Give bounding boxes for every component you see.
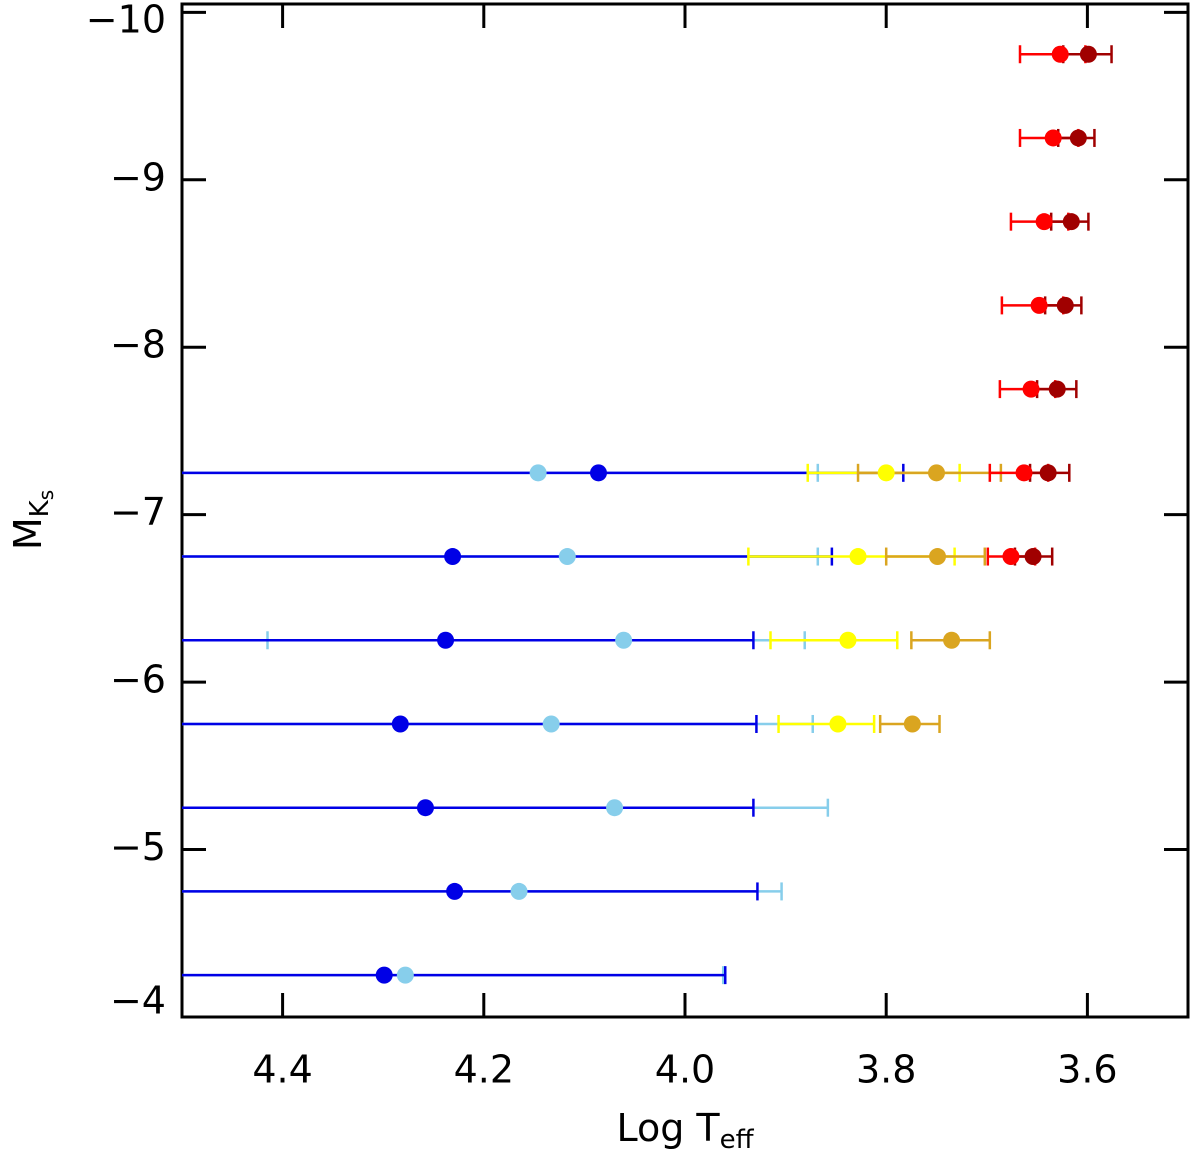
point	[615, 631, 633, 649]
x-tick-label: 4.2	[454, 1048, 514, 1092]
point	[1022, 380, 1040, 398]
point	[1039, 464, 1057, 482]
point	[558, 548, 576, 566]
y-tick-label: −7	[110, 490, 166, 534]
point	[416, 799, 434, 817]
y-tick-label: −10	[86, 0, 166, 42]
x-axis-title-main: Log T	[616, 1106, 720, 1150]
point	[391, 715, 409, 733]
x-tick-label: 4.4	[252, 1048, 312, 1092]
point	[1062, 213, 1080, 231]
point	[903, 715, 921, 733]
point	[446, 882, 464, 900]
point	[1024, 548, 1042, 566]
point	[1044, 129, 1062, 147]
point	[396, 966, 414, 984]
x-tick-label: 3.6	[1057, 1048, 1117, 1092]
x-tick-label: 3.8	[856, 1048, 916, 1092]
y-axis-title-sub: K	[25, 499, 55, 517]
point	[589, 464, 607, 482]
point	[928, 464, 945, 482]
point	[375, 966, 393, 984]
point	[839, 631, 857, 649]
plot-frame	[180, 2, 1190, 1019]
point	[849, 548, 867, 566]
y-tick-label: −5	[110, 825, 166, 869]
point	[510, 882, 528, 900]
y-axis-title-main: M	[6, 517, 50, 550]
y-axis-title: MKs	[6, 490, 58, 550]
point	[943, 631, 961, 649]
point	[1035, 213, 1053, 231]
point	[437, 631, 455, 649]
x-axis-title-sub: eff	[720, 1125, 755, 1153]
x-axis-title: Log Teff	[616, 1106, 754, 1153]
point	[1030, 296, 1048, 314]
point	[529, 464, 547, 482]
point	[877, 464, 895, 482]
point	[1051, 45, 1069, 63]
point	[1015, 464, 1033, 482]
point	[1079, 45, 1097, 63]
point	[606, 799, 624, 817]
point	[542, 715, 560, 733]
x-tick-label: 4.0	[655, 1048, 715, 1092]
point	[1056, 296, 1074, 314]
point	[1002, 548, 1020, 566]
point	[829, 715, 847, 733]
point	[1069, 129, 1087, 147]
y-tick-label: −8	[110, 323, 166, 367]
y-tick-label: −9	[110, 155, 166, 199]
point	[1048, 380, 1066, 398]
point	[444, 548, 462, 566]
y-tick-label: −4	[110, 979, 166, 1023]
y-tick-label: −6	[110, 658, 166, 702]
data-layer	[182, 45, 1113, 985]
y-axis-title-subsub: s	[34, 490, 58, 500]
point	[929, 548, 947, 566]
